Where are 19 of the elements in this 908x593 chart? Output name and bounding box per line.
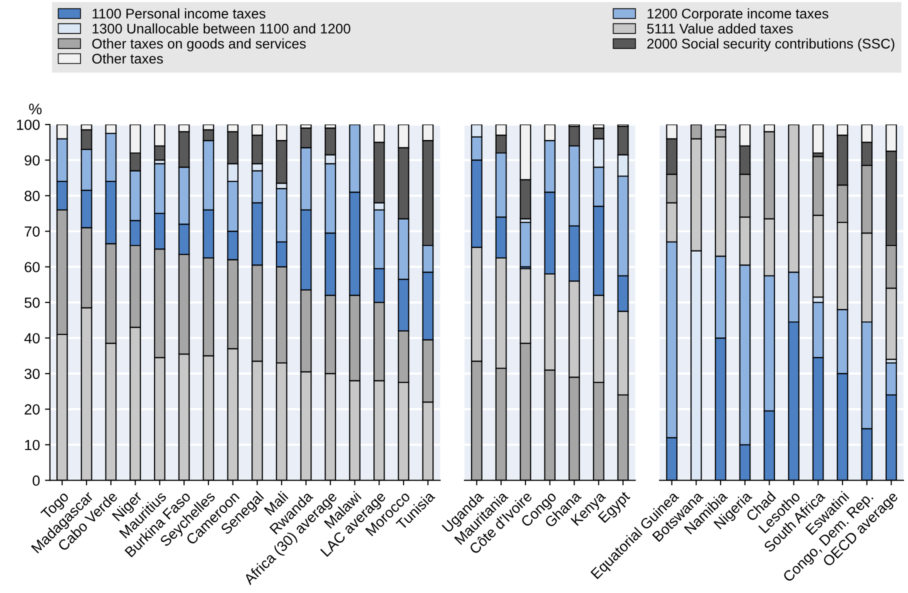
y-tick-label: 60 bbox=[24, 262, 40, 272]
y-tick-label: 10 bbox=[25, 440, 40, 450]
y-tick-label: 90 bbox=[24, 155, 40, 166]
legend-label: 1300 Unallocable between 1100 and 1200 bbox=[92, 23, 350, 34]
y-tick-label: 70 bbox=[24, 226, 40, 237]
y-tick-label: 30 bbox=[24, 368, 40, 380]
legend-label: 5111 Value added taxes bbox=[647, 23, 793, 34]
y-tick-label: 100 bbox=[17, 120, 40, 130]
legend-label: Other taxes bbox=[92, 53, 163, 64]
y-tick-label: 40 bbox=[24, 333, 40, 344]
legend-label: 2000 Social security contributions (SSC) bbox=[647, 38, 894, 52]
legend-label: 1100 Personal income taxes bbox=[92, 8, 266, 19]
legend-label: Other taxes on goods and services bbox=[92, 38, 306, 52]
legend-label: 1200 Corporate income taxes bbox=[648, 8, 828, 22]
y-axis-title: % bbox=[29, 104, 42, 114]
y-tick-label: 50 bbox=[24, 298, 40, 308]
y-tick-label: 0 bbox=[32, 475, 40, 486]
y-tick-label: 20 bbox=[24, 404, 40, 415]
y-tick-label: 80 bbox=[24, 190, 40, 202]
